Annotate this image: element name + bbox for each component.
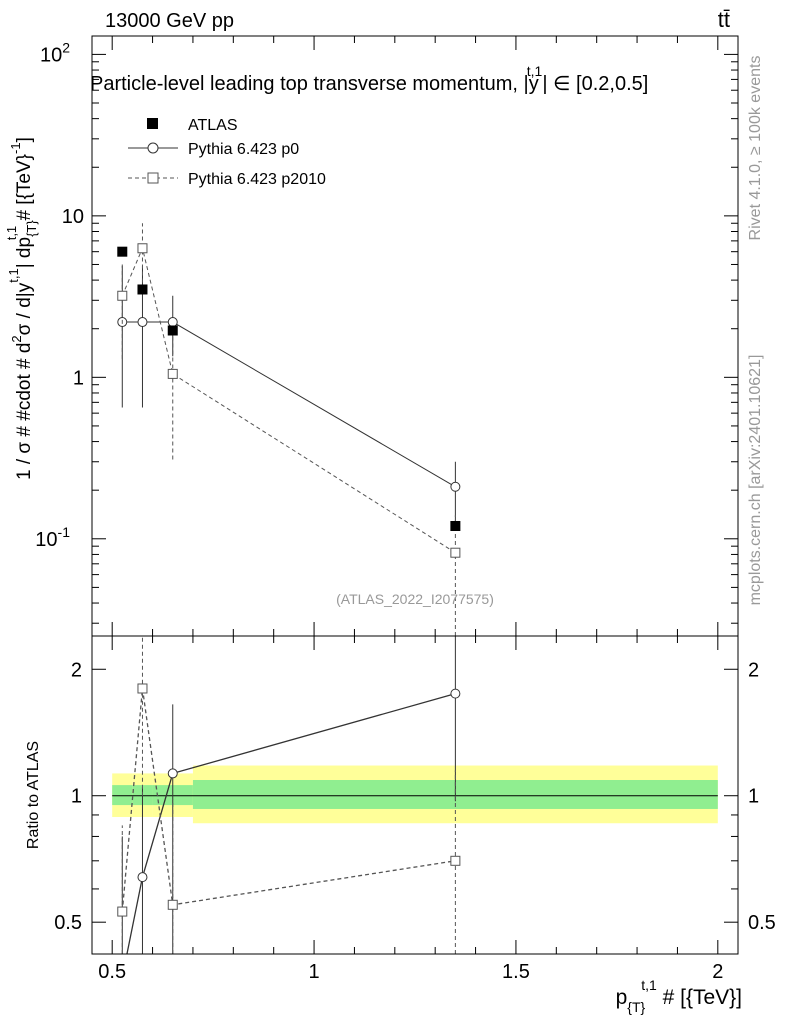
rivet-version-label: Rivet 4.1.0, ≥ 100k events	[747, 56, 764, 241]
ratio-y-axis-label: Ratio to ATLAS	[25, 741, 42, 849]
ratio-ticks: 0.5 0.5 1 1 2 2 0.5 1 1.5 2	[54, 636, 776, 983]
legend: ATLAS Pythia 6.423 p0 Pythia 6.423 p2010	[128, 117, 326, 188]
ratio-y-tick-label-right: 1	[748, 786, 759, 808]
atlas-data-point	[167, 325, 178, 336]
mcplots-label: mcplots.cern.ch [arXiv:2401.10621]	[747, 355, 764, 606]
p2010-point	[450, 547, 461, 558]
p0-point	[137, 317, 148, 328]
ratio-bands	[112, 765, 718, 824]
plot-title: Particle-level leading top transverse mo…	[90, 63, 648, 95]
main-panel: 10-1 1 10 102 Particle-level leading top tr…	[4, 35, 739, 637]
ratio-y-tick-label-right: 0.5	[748, 912, 776, 934]
main-marks	[117, 223, 461, 636]
ratio-frame	[91, 635, 739, 955]
legend-atlas-label: ATLAS	[188, 117, 238, 134]
energy-label: 13000 GeV pp	[105, 10, 234, 32]
main-y-tick-label: 1	[73, 367, 84, 389]
x-tick-label: 1.5	[502, 961, 530, 983]
p0-point	[167, 317, 178, 328]
x-axis-label: p{T}t,1 # [{TeV}]	[616, 977, 742, 1015]
analysis-watermark: (ATLAS_2022_I2077575)	[336, 591, 494, 607]
main-y-tick-label: 10	[62, 206, 84, 228]
main-y-tick-label: 102	[40, 39, 70, 66]
ratio-p0-line	[126, 693, 456, 954]
inner-uncertainty-band	[112, 785, 133, 806]
ratio-p0-point	[137, 872, 148, 883]
ratio-p2010-point	[137, 683, 148, 694]
x-tick-label: 2	[712, 961, 723, 983]
ratio-p2010-point	[450, 855, 461, 866]
p2010-point	[137, 243, 148, 254]
p0-point	[450, 481, 461, 492]
ratio-p2010-point	[167, 899, 178, 910]
ratio-p0-point	[167, 768, 178, 779]
ratio-y-tick-label-right: 2	[748, 659, 759, 681]
main-ticks: 10-1 1 10 102	[35, 36, 738, 636]
x-tick-label: 0.5	[98, 961, 126, 983]
legend-p0-marker	[147, 142, 159, 154]
p2010-line	[121, 246, 456, 554]
x-tick-label: 1	[309, 961, 320, 983]
atlas-data-point	[117, 246, 128, 257]
atlas-data-point	[450, 521, 461, 532]
legend-p2010-marker	[147, 172, 159, 184]
main-y-tick-label: 10-1	[35, 524, 70, 551]
ratio-p2010-point	[117, 906, 128, 917]
ratio-marks	[117, 636, 461, 954]
legend-p0-label: Pythia 6.423 p0	[188, 141, 299, 158]
ratio-y-tick-label: 2	[71, 659, 82, 681]
p2010-point	[167, 368, 178, 379]
ratio-p0-point	[450, 688, 461, 699]
legend-p2010-label: Pythia 6.423 p2010	[188, 171, 326, 188]
atlas-data-point	[137, 284, 148, 295]
p2010-point	[117, 290, 128, 301]
ratio-y-tick-label: 1	[71, 786, 82, 808]
process-label: tt̄	[718, 7, 730, 32]
legend-atlas-marker	[147, 118, 158, 129]
y-axis-label: 1 / σ # #cdot # d2σ / d|yt,1| dp{T}t,1 #…	[4, 137, 39, 480]
p0-line	[122, 321, 456, 488]
ratio-y-tick-label: 0.5	[54, 912, 82, 934]
ratio-panel: 0.5 0.5 1 1 2 2 0.5 1 1.5 2 Ratio to ATLAS p{T}t,…	[25, 635, 776, 1015]
